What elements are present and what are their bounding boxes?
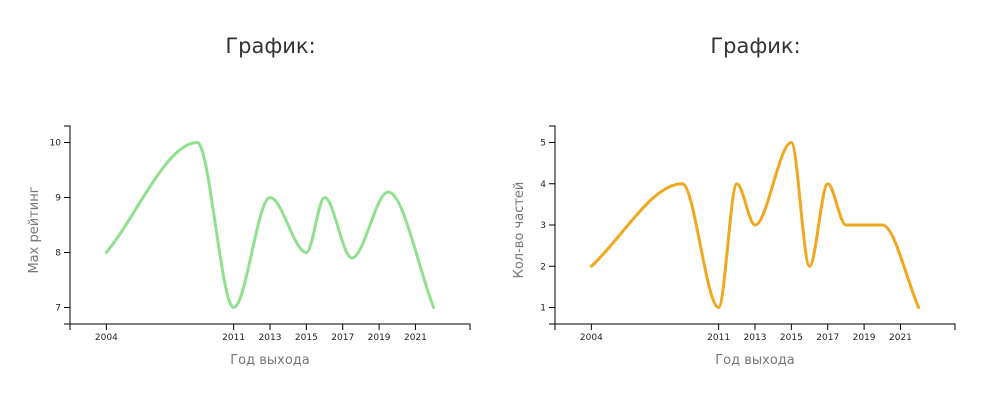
x-tick-label: 2017 [331, 333, 354, 343]
x-tick-label: 2017 [816, 333, 839, 343]
y-tick-label: 9 [55, 194, 61, 204]
chart-panel-parts: График: 2004 2011 2013 2015 2017 2019 2021 1 2 3 4… [512, 0, 998, 400]
y-tick-label: 7 [55, 304, 61, 314]
x-tick-label: 2015 [780, 333, 803, 343]
rating-chart: 2004 2011 2013 2015 2017 2019 2021 7 8 9 10 Год вых… [27, 125, 471, 368]
series-line [589, 141, 921, 309]
x-tick-label: 2019 [853, 333, 876, 343]
y-tick-label: 4 [540, 180, 546, 190]
parts-chart: 2004 2011 2013 2015 2017 2019 2021 1 2 3 4 5 Год вых… [512, 125, 956, 368]
y-tick-label: 2 [540, 262, 546, 272]
chart-panel-rating: График: 2004 2011 2013 2015 2017 2019 2021 7 8 9 1… [27, 0, 513, 400]
x-tick-label: 2019 [368, 333, 391, 343]
x-axis-label: Год выхода [715, 353, 795, 368]
y-tick-label: 3 [540, 221, 546, 231]
y-axis-line [64, 125, 71, 325]
x-tick-label: 2015 [295, 333, 318, 343]
x-tick-label: 2011 [707, 333, 730, 343]
series-line [104, 141, 436, 309]
y-tick-label: 1 [540, 304, 546, 314]
x-tick-label: 2021 [404, 333, 427, 343]
y-axis-label: Кол-во частей [512, 182, 527, 279]
y-axis-label: Max рейтинг [27, 186, 42, 273]
y-tick-label: 5 [540, 139, 546, 149]
y-tick-label: 8 [55, 249, 61, 259]
chart-title: График: [225, 34, 316, 58]
x-tick-label: 2004 [580, 333, 603, 343]
x-axis-label: Год выхода [230, 353, 310, 368]
x-tick-label: 2013 [744, 333, 767, 343]
y-tick-label: 10 [50, 139, 62, 149]
x-tick-label: 2021 [889, 333, 912, 343]
x-tick-label: 2011 [222, 333, 245, 343]
chart-title: График: [710, 34, 801, 58]
x-tick-label: 2004 [95, 333, 118, 343]
x-tick-label: 2013 [259, 333, 282, 343]
